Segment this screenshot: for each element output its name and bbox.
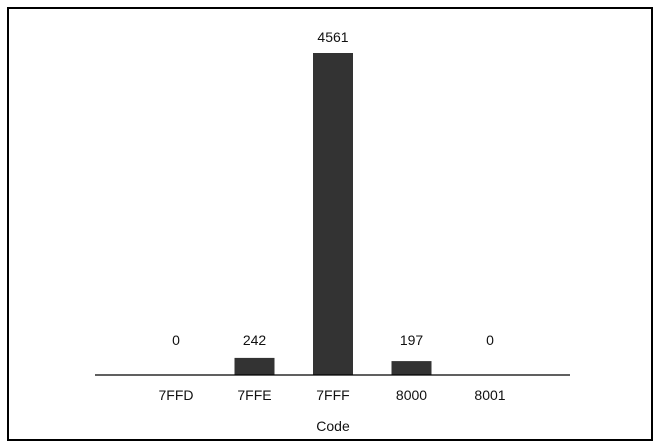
data-label-7ffd: 0 [172, 332, 180, 348]
x-tick-label-8001: 8001 [474, 387, 505, 403]
data-label-8000: 197 [400, 332, 424, 348]
x-tick-label-8000: 8000 [396, 387, 427, 403]
data-labels-layer: 0 242 4561 197 0 [172, 29, 494, 348]
data-label-8001: 0 [486, 332, 494, 348]
bar-8000 [391, 361, 432, 375]
data-label-7fff: 4561 [317, 29, 348, 45]
x-tick-label-7ffe: 7FFE [237, 387, 271, 403]
x-tick-labels-layer: 7FFD 7FFE 7FFF 8000 8001 [159, 387, 506, 403]
x-axis-title: Code [316, 418, 350, 434]
x-tick-label-7ffd: 7FFD [159, 387, 194, 403]
x-tick-label-7fff: 7FFF [316, 387, 349, 403]
bars-layer [234, 53, 432, 375]
bar-7ffe [234, 357, 275, 375]
bar-7fff [313, 53, 353, 375]
data-label-7ffe: 242 [243, 332, 267, 348]
